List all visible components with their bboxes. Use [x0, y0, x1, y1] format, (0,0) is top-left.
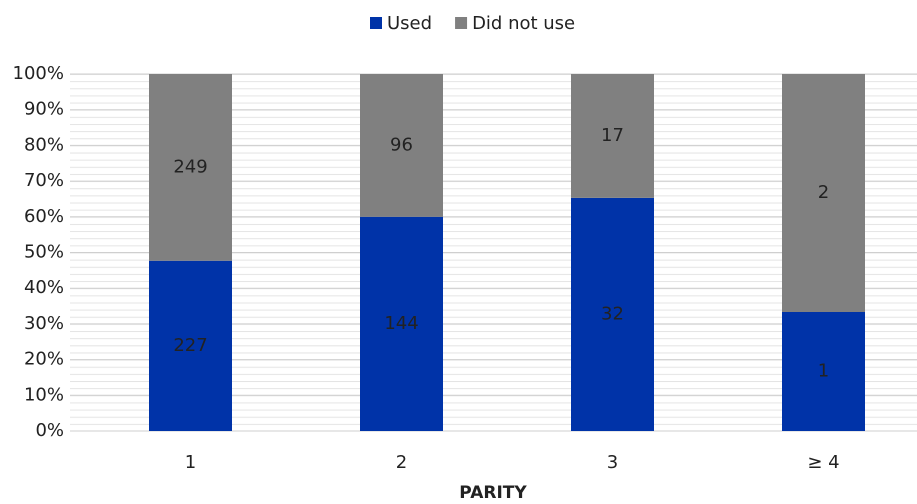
bar-segment [782, 74, 865, 312]
data-label: 1 [818, 361, 829, 382]
y-tick-label: 0% [35, 420, 64, 441]
bar-segment [360, 216, 443, 431]
y-tick-label: 10% [24, 384, 64, 405]
bar-segment [360, 74, 443, 217]
legend-label: Used [387, 13, 432, 34]
data-label: 96 [390, 134, 413, 155]
data-label: 17 [601, 125, 624, 146]
bar-segment [149, 260, 232, 431]
legend-swatch [455, 17, 468, 29]
data-label: 227 [173, 335, 207, 356]
y-tick-label: 60% [24, 206, 64, 227]
y-tick-label: 40% [24, 277, 64, 298]
legend-label: Did not use [472, 13, 575, 34]
data-label: 144 [384, 313, 418, 334]
x-tick-label: 3 [607, 452, 618, 473]
y-tick-label: 70% [24, 170, 64, 191]
data-label: 32 [601, 303, 624, 324]
x-tick-label: 1 [185, 452, 196, 473]
bar-segment [149, 74, 232, 261]
bar-segment [782, 312, 865, 431]
y-tick-label: 30% [24, 313, 64, 334]
x-tick-label: 2 [396, 452, 407, 473]
y-tick-label: 20% [24, 349, 64, 370]
bar-segment [571, 197, 654, 431]
x-axis-label: PARITY [459, 483, 527, 503]
y-tick-label: 50% [24, 242, 64, 263]
data-label: 249 [173, 156, 207, 177]
data-label: 2 [818, 182, 829, 203]
y-tick-label: 100% [13, 63, 64, 84]
x-tick-label: ≥ 4 [807, 452, 839, 473]
y-tick-label: 80% [24, 134, 64, 155]
y-tick-label: 90% [24, 99, 64, 120]
bar-segment [571, 74, 654, 198]
legend-swatch [370, 17, 382, 29]
